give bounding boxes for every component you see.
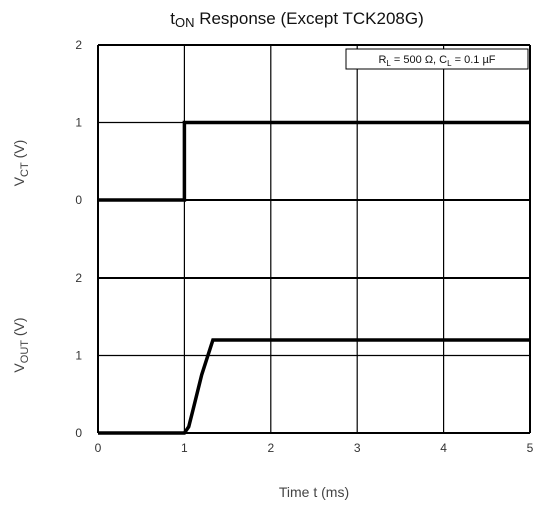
annotation-r: R [378, 54, 386, 66]
x-tick-label: 2 [267, 441, 274, 455]
y-label-vout: VOUT (V) [11, 317, 31, 372]
y-label-vout-sub: OUT [19, 340, 31, 364]
x-tick-label: 3 [354, 441, 361, 455]
grid [97, 44, 531, 434]
annotation-c-sub: L [447, 59, 452, 68]
y-tick-label: 1 [75, 116, 82, 130]
x-tick-label: 5 [527, 441, 534, 455]
chart-title: tON Response (Except TCK208G) [170, 9, 424, 30]
annotation-c-rest: = 0.1 µF [452, 54, 496, 66]
y-tick-label: 2 [75, 271, 82, 285]
y-label-vout-rest: (V) [11, 317, 27, 340]
annotation-r-rest: = 500 Ω, C [391, 54, 447, 66]
chart-title-rest: Response (Except TCK208G) [194, 9, 423, 28]
y-label-vct: VCT (V) [11, 140, 31, 187]
x-tick-label: 1 [181, 441, 188, 455]
x-tick-label: 4 [440, 441, 447, 455]
series-line-vout [98, 338, 530, 435]
y-label-vct-rest: (V) [11, 140, 27, 163]
y-tick-label: 0 [75, 193, 82, 207]
series-line-vct [98, 120, 530, 202]
annotation-r-sub: L [386, 59, 391, 68]
y-tick-label: 0 [75, 426, 82, 440]
annotation-box: RL = 500 Ω, CL = 0.1 µF [345, 48, 529, 70]
x-tick-label: 0 [95, 441, 102, 455]
annotation-frame [345, 48, 529, 70]
y-label-vct-main: V [11, 176, 27, 186]
chart-title-subscript: ON [175, 15, 195, 30]
y-label-vout-main: V [11, 363, 27, 373]
series-layer [98, 120, 530, 435]
y-label-vct-sub: CT [19, 162, 31, 177]
y-tick-label: 2 [75, 38, 82, 52]
chart-title-prefix: t [170, 9, 175, 28]
x-axis-label: Time t (ms) [279, 484, 349, 500]
annotation-text: RL = 500 Ω, CL = 0.1 µF [378, 54, 495, 68]
y-tick-label: 1 [75, 349, 82, 363]
